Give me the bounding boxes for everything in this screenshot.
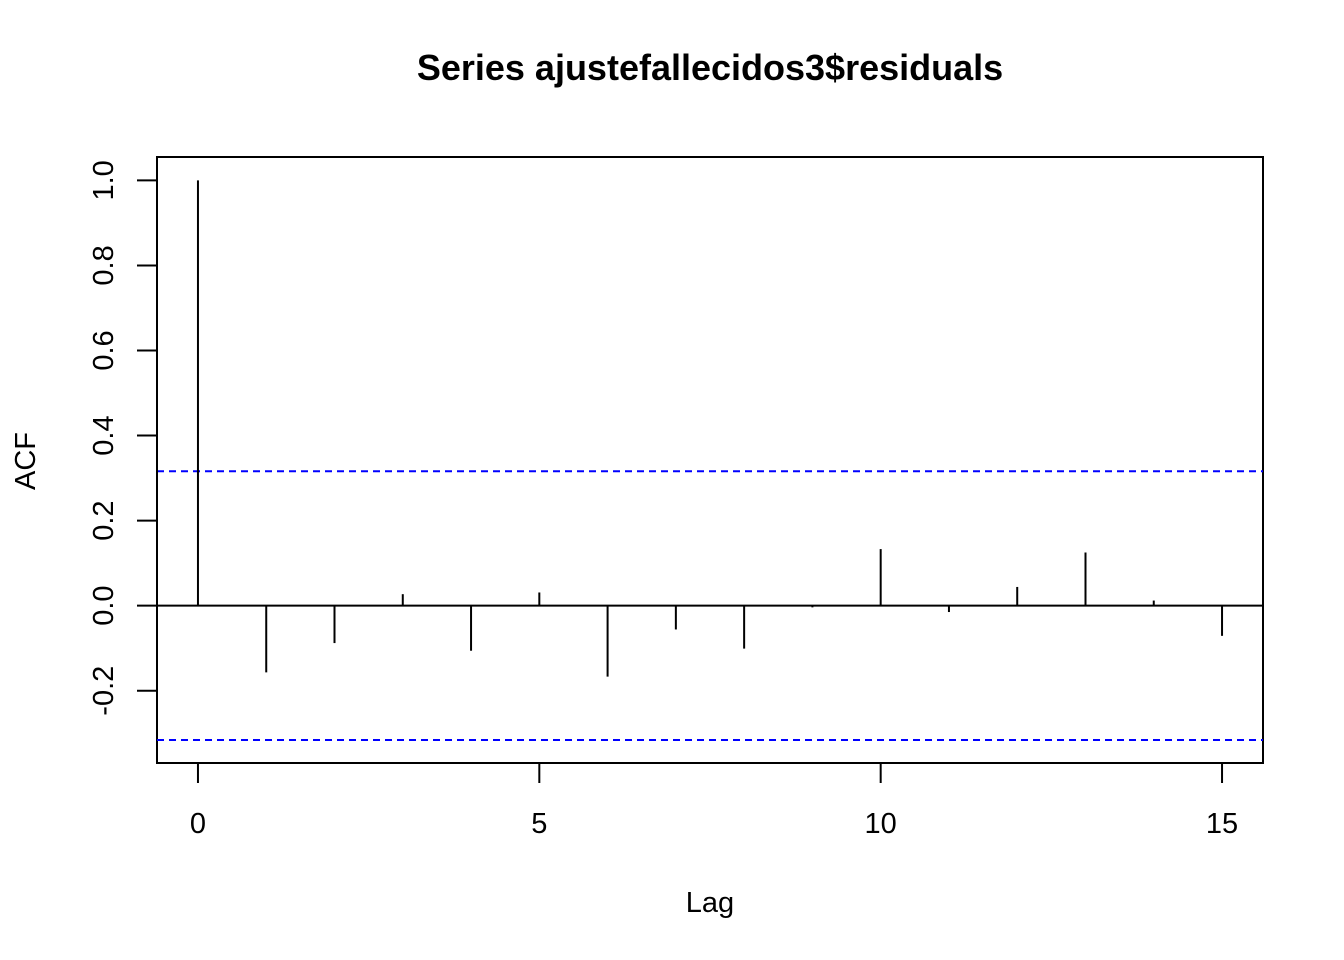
y-tick-label: 0.4 [88,415,120,455]
y-tick-label: 0.2 [88,500,120,540]
plot-frame [156,156,1264,764]
y-tick-label: 0.6 [88,330,120,370]
y-axis-title: ACF [10,432,42,490]
x-tick-label: 15 [1206,808,1238,840]
x-tick-label: 0 [190,808,206,840]
y-tick-label: 0.0 [88,585,120,625]
x-tick-label: 10 [865,808,897,840]
plot-area [156,156,1264,764]
chart-title: Series ajustefallecidos3$residuals [417,47,1003,88]
x-axis-title: Lag [686,887,734,919]
x-tick-label: 5 [531,808,547,840]
y-tick-label: 0.8 [88,245,120,285]
y-tick-label: 1.0 [88,160,120,200]
y-axis: -0.2 0.0 0.2 0.4 0.6 0.8 1.0 [88,160,158,716]
x-axis: 0 5 10 15 [190,762,1238,840]
y-tick-label: -0.2 [88,666,120,716]
